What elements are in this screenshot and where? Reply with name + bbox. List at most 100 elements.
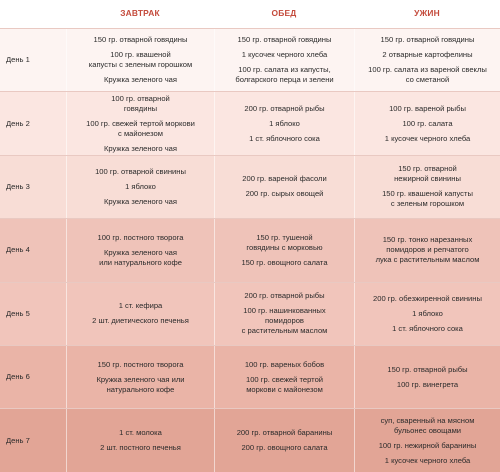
dinner-cell: 150 гр. отварной рыбы 100 гр. винегрета — [354, 345, 500, 409]
meal-item-line: 1 яблоко — [125, 181, 156, 191]
meal-item-line: помидоров и репчатого — [386, 245, 469, 255]
meal-item: 1 кусочек черного хлеба — [385, 134, 471, 144]
meal-item-line: 150 гр. отварной рыбы — [387, 364, 468, 374]
day-label: День 3 — [6, 181, 30, 191]
meal-item-line: или натурального кофе — [99, 257, 182, 267]
meal-item: 150 гр. постного творога — [98, 360, 184, 370]
dinner-cell: 150 гр. отварной говядины 2 отварные карт… — [354, 29, 500, 92]
meal-item: 100 гр. свежей тертой моркови с майонезом — [86, 119, 195, 139]
meal-item-line: 100 гр. квашеной — [110, 50, 171, 60]
meal-item: 100 гр. отварной говядины — [111, 94, 170, 114]
table-row: День 6 150 гр. постного творога Кружка зел… — [0, 344, 500, 409]
breakfast-cell: 1 ст. молока 2 шт. постного печенья — [66, 409, 214, 472]
table-header: ЗАВТРАК ОБЕД УЖИН — [0, 0, 500, 28]
meal-item-line: 200 гр. сырых овощей — [245, 189, 324, 199]
table-row: День 1 150 гр. отварной говядины 100 гр. к… — [0, 28, 500, 92]
day-label: День 5 — [6, 308, 30, 318]
lunch-cell: 200 гр. отварной рыбы 100 гр. нашинкованн… — [214, 282, 354, 345]
dinner-cell: 150 гр. тонко нарезанных помидоров и репч… — [354, 219, 500, 282]
meal-item: 1 кусочек черного хлеба — [242, 50, 328, 60]
lunch-cell: 200 гр. отварной рыбы 1 яблоко 1 ст. яблоч… — [214, 92, 354, 155]
meal-item-line: 150 гр. отварной говядины — [237, 35, 332, 45]
meal-item-line: говядины с морковью — [246, 242, 323, 252]
meal-item-line: Кружка зеленого чая — [103, 247, 177, 257]
meal-item: 1 ст. яблочного сока — [249, 134, 320, 144]
table-row: День 3 100 гр. отварной свинины 1 яблоко Кр… — [0, 154, 500, 219]
meal-item-line: со сметаной — [405, 75, 450, 85]
meal-item-line: 1 ст. молока — [119, 428, 162, 438]
meal-item-line: 150 гр. овощного салата — [241, 257, 328, 267]
meal-item: 2 шт. диетического печенья — [92, 316, 189, 326]
meal-item: 200 гр. отварной баранины — [237, 428, 333, 438]
meal-item: 200 гр. овощного салата — [241, 443, 327, 453]
meal-item-line: Кружка зеленого чая — [103, 75, 177, 85]
meal-item-line: 100 гр. постного творога — [97, 232, 184, 242]
meal-item: 1 ст. молока — [119, 428, 162, 438]
meal-item: суп, сваренный на мясном бульонес овощами — [381, 416, 475, 436]
meal-item-line: суп, сваренный на мясном — [380, 415, 475, 425]
meal-item: 1 яблоко — [269, 119, 300, 129]
meal-item-line: 200 гр. овощного салата — [241, 443, 328, 453]
meal-item-line: 100 гр. свежей тертой — [245, 374, 324, 384]
meal-item-line: 100 гр. салата — [402, 118, 453, 128]
meal-item: 100 гр. салата из капусты, болгарского пе… — [235, 65, 333, 85]
meal-item-line: капусты с зеленым горошком — [88, 60, 193, 70]
lunch-cell: 150 гр. тушеной говядины с морковью 150 гр… — [214, 219, 354, 282]
meal-item: 1 яблоко — [125, 182, 156, 192]
meal-item: 150 гр. тушеной говядины с морковью — [246, 233, 322, 253]
meal-item-line: 150 гр. тонко нарезанных — [382, 235, 473, 245]
meal-item: 100 гр. нежирной баранины — [379, 441, 477, 451]
meal-item: 200 гр. отварной рыбы — [244, 291, 324, 301]
meal-item-line: 150 гр. отварной говядины — [93, 35, 188, 45]
meal-item-line: 100 гр. вареной рыбы — [389, 103, 466, 113]
meal-item: Кружка зеленого чая — [104, 144, 177, 154]
breakfast-cell: 1 ст. кефира 2 шт. диетического печенья — [66, 282, 214, 345]
meal-item-line: 150 гр. отварной говядины — [380, 35, 475, 45]
meal-item-line: помидоров — [265, 316, 304, 326]
meal-item-line: 100 гр. отварной — [111, 93, 170, 103]
meal-item: 2 отварные картофелины — [382, 50, 472, 60]
meal-item: Кружка зеленого чая — [104, 75, 177, 85]
meal-item-line: лука с растительным маслом — [375, 255, 480, 265]
meal-item-line: 1 яблоко — [269, 118, 300, 128]
breakfast-cell: 100 гр. отварной свинины 1 яблоко Кружка з… — [66, 155, 214, 219]
meal-item-line: 1 ст. кефира — [118, 301, 163, 311]
dinner-cell: 200 гр. обезжиренной свинины 1 яблоко 1 ст… — [354, 282, 500, 345]
meal-item: 150 гр. тонко нарезанных помидоров и репч… — [376, 235, 480, 265]
meal-item-line: 100 гр. свежей тертой моркови — [86, 118, 195, 128]
breakfast-cell: 150 гр. отварной говядины 100 гр. квашено… — [66, 29, 214, 92]
header-breakfast: ЗАВТРАК — [120, 8, 160, 19]
meal-item-line: 100 гр. нашинкованных — [243, 306, 326, 316]
meal-item-line: 1 кусочек черного хлеба — [241, 50, 328, 60]
meal-item-line: 2 шт. диетического печенья — [92, 316, 189, 326]
meal-item-line: 1 яблоко — [412, 308, 443, 318]
meal-item-line: с майонезом — [118, 128, 163, 138]
day-label: День 4 — [6, 245, 30, 255]
meal-item-line: 100 гр. винегрета — [396, 379, 459, 389]
header-lunch: ОБЕД — [271, 8, 297, 19]
meal-item-line: Кружка зеленого чая или — [96, 374, 185, 384]
meal-item: 100 гр. нашинкованных помидоров с растител… — [242, 306, 328, 336]
meal-item: 100 гр. винегрета — [397, 380, 458, 390]
meal-item-line: натурального кофе — [106, 384, 175, 394]
meal-item-line: моркови с майонезом — [246, 384, 323, 394]
meal-item-line: 100 гр. отварной свинины — [95, 166, 186, 176]
meal-item: 150 гр. квашеной капусты с зеленым горошк… — [382, 189, 473, 209]
meal-item: 200 гр. вареной фасоли — [242, 174, 326, 184]
meal-item: 150 гр. отварной рыбы — [387, 365, 467, 375]
meal-item-line: 1 кусочек черного хлеба — [384, 455, 471, 465]
meal-item-line: 200 гр. отварной баранины — [236, 428, 333, 438]
meal-item-line: 150 гр. постного творога — [97, 359, 184, 369]
meal-item-line: 200 гр. обезжиренной свинины — [373, 293, 482, 303]
table-row: День 2 100 гр. отварной говядины 100 гр. св… — [0, 91, 500, 155]
meal-item-line: с растительным маслом — [241, 326, 328, 336]
meal-item-line: 100 гр. вареных бобов — [244, 359, 325, 369]
meal-item-line: 1 ст. яблочного сока — [249, 133, 320, 143]
meal-item: 200 гр. отварной рыбы — [244, 104, 324, 114]
meal-item: 100 гр. постного творога — [98, 233, 184, 243]
meal-item-line: нежирной свинины — [394, 174, 461, 184]
meal-item: Кружка зеленого чая или натурального кофе — [99, 248, 182, 268]
meal-item-line: 100 гр. нежирной баранины — [378, 440, 477, 450]
header-dinner: УЖИН — [414, 8, 440, 19]
